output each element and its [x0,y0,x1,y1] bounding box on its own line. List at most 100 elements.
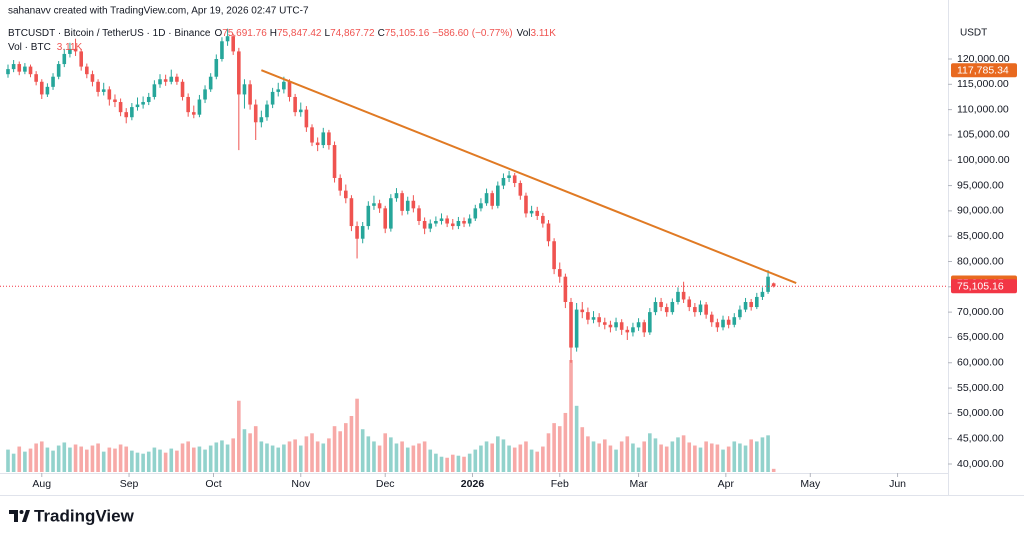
candle-body [287,81,292,97]
candle-body [28,66,33,75]
candle-body [507,175,511,178]
volume-bar [146,451,151,472]
price-tag [951,63,1017,78]
y-tick-label: 65,000.00 [957,331,1004,343]
candle-body [107,89,112,100]
candle-body [298,109,303,113]
candle-body [450,223,455,227]
candle-body [597,317,601,323]
volume-bar [574,405,579,472]
legend-value: (−0.77%) [472,28,513,39]
candle-body [332,145,337,178]
candle-body [760,291,765,297]
volume-bar [636,447,641,472]
candle-body [338,177,342,191]
volume-bar [34,443,38,472]
candle-body [141,102,145,105]
volume-bar [360,429,365,472]
volume-bar [73,444,78,472]
candle-body [11,64,16,70]
y-tick-label: 45,000.00 [957,432,1004,444]
volume-bar [298,445,303,472]
volume-bar [344,423,348,472]
volume-bar [389,437,393,472]
candle-body [344,190,348,199]
legend-value: 75,847.42 [277,28,322,39]
volume-bar [445,457,449,472]
candle-body [293,96,297,113]
candle-body [749,301,753,308]
candle-body [586,312,590,320]
volume-bar [676,437,680,472]
candle-body [755,296,759,308]
candle-body [191,112,196,115]
logo [9,510,30,522]
candle-body [732,317,737,325]
volume-bar [6,449,10,472]
volume-bar [462,456,466,472]
candle-body [496,185,500,206]
volume-bar [642,441,646,472]
price-tag [951,279,1017,294]
candle-body [90,74,95,82]
candle-body [569,301,573,348]
volume-bar [197,446,202,472]
x-tick-label: Mar [630,478,649,490]
candle-body [237,51,241,95]
volume-bar [310,433,314,472]
volume-bar [681,435,686,472]
volume-bar [90,445,95,472]
candle-body [704,304,708,315]
volume-bar [456,455,461,472]
volume-bar [372,441,376,472]
volume-bar [225,444,230,472]
volume-bar [619,441,624,472]
candle-body [17,64,22,72]
volume-bar [141,453,145,472]
candle-body [411,200,416,209]
volume-bar [175,450,179,472]
x-tick-label: Oct [205,478,221,490]
y-tick-label: 80,000.00 [957,255,1004,267]
volume-bar [405,447,410,472]
volume-bar [524,441,528,472]
volume-bar [113,448,117,472]
volume-bar [28,448,33,472]
volume-bar [11,453,16,472]
y-tick-label: 70,000.00 [957,306,1004,318]
candle-body [501,177,506,186]
candle-body [428,223,433,229]
volume-bar [124,446,129,472]
candle-body [146,96,151,103]
candle-body [68,48,72,54]
volume-bar [732,441,737,472]
candle-body [96,81,100,92]
volume-bar [276,447,281,472]
volume-bar [377,445,382,472]
volume-bar [546,433,551,472]
candle-body [715,322,720,328]
candle-body [372,203,376,206]
volume-bar [203,449,207,472]
volume-bar [687,442,692,472]
volume-bar [428,449,433,472]
candle-body [248,84,252,105]
candle-body [152,84,157,97]
volume-bar [23,451,27,472]
candle-body [664,307,669,313]
candle-body [490,193,494,206]
volume-bar [625,436,630,472]
volume-bar [355,398,359,472]
volume-bar [411,445,416,472]
volume-bar [535,451,540,472]
candle-body [681,291,686,300]
candle-body [693,307,697,313]
candle-body [56,64,61,77]
volume-bar [118,444,123,472]
candle-body [73,48,78,52]
volume-bar [771,468,776,472]
volume-bar [163,452,168,472]
x-tick-label: Nov [291,478,310,490]
volume-bar [693,445,697,472]
